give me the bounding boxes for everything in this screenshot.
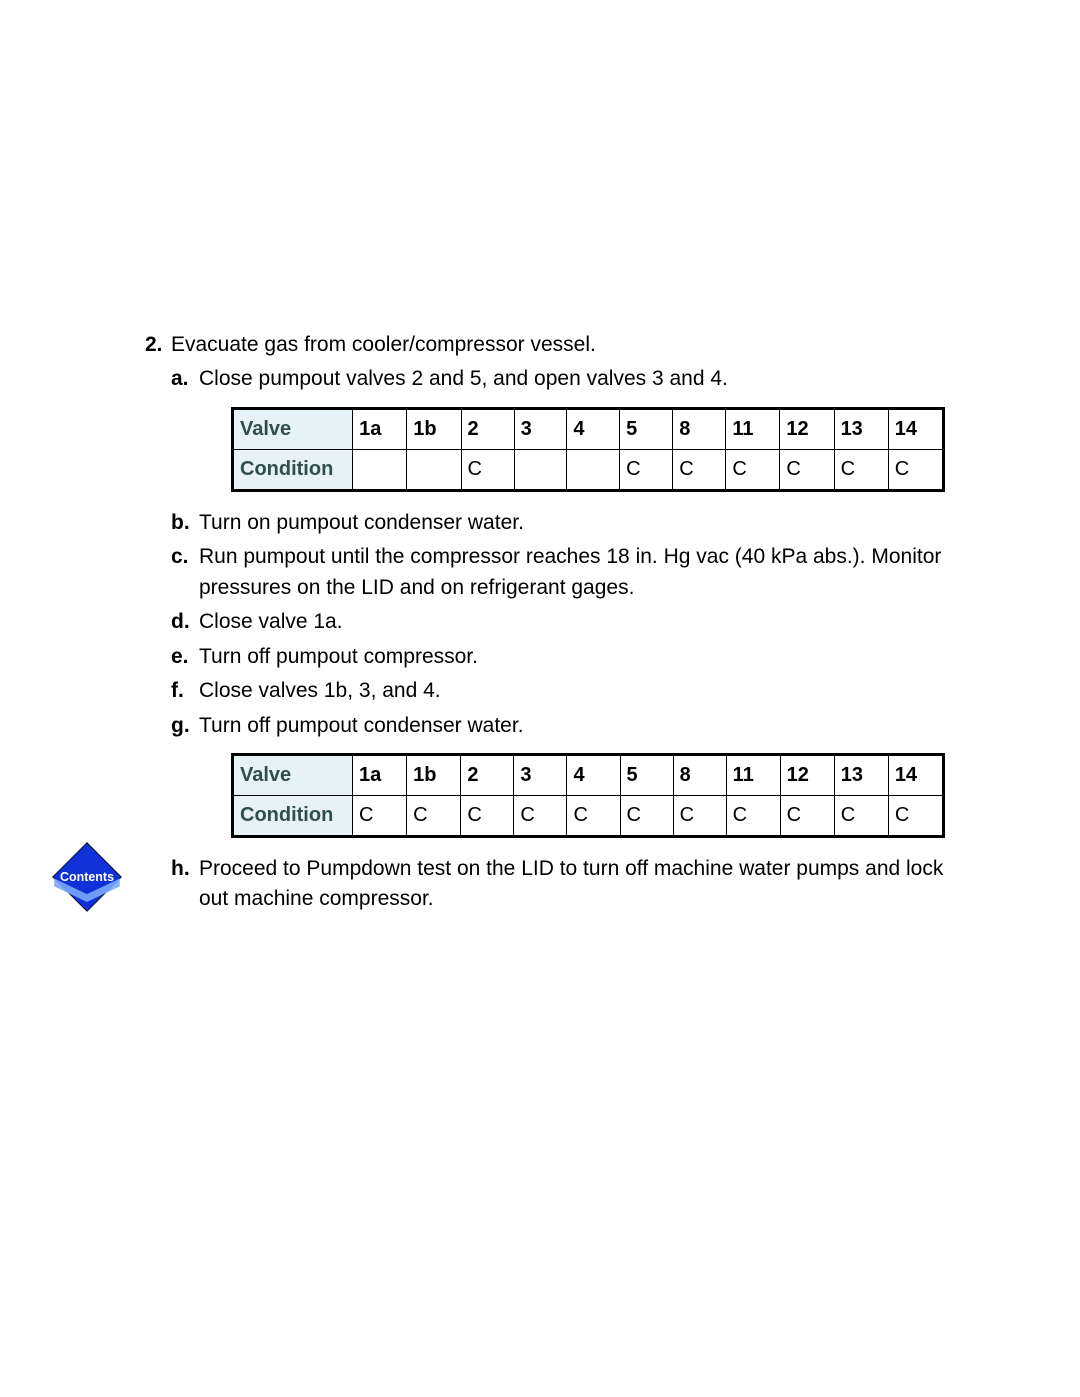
cell: C	[620, 449, 673, 490]
item-marker: f.	[171, 676, 199, 706]
cell: C	[461, 795, 514, 836]
item-text: Run pumpout until the compressor reaches…	[199, 542, 945, 603]
cell	[407, 449, 461, 490]
item-f: f. Close valves 1b, 3, and 4.	[171, 676, 945, 706]
item-text: Turn on pumpout condenser water.	[199, 508, 945, 538]
col-header: 14	[888, 754, 943, 795]
valve-table-2: Valve 1a 1b 2 3 4 5 8 11 12 13 14 Condit…	[231, 753, 945, 838]
item-b: b. Turn on pumpout condenser water.	[171, 508, 945, 538]
col-header: 8	[673, 408, 726, 449]
cell: C	[888, 449, 943, 490]
item-g: g. Turn off pumpout condenser water.	[171, 711, 945, 741]
item-marker: g.	[171, 711, 199, 741]
item-marker: b.	[171, 508, 199, 538]
cell: C	[834, 795, 888, 836]
cell: C	[834, 449, 888, 490]
col-header: 13	[834, 408, 888, 449]
item-h: h. Proceed to Pumpdown test on the LID t…	[171, 854, 945, 915]
item-text: Proceed to Pumpdown test on the LID to t…	[199, 854, 945, 915]
col-header: 5	[620, 754, 673, 795]
item-d: d. Close valve 1a.	[171, 607, 945, 637]
row-header: Condition	[233, 449, 353, 490]
item-text: Turn off pumpout condenser water.	[199, 711, 945, 741]
col-header: 1b	[407, 408, 461, 449]
cell: C	[673, 795, 726, 836]
cell: C	[353, 795, 407, 836]
cell	[353, 449, 407, 490]
cell: C	[780, 795, 834, 836]
col-header: 11	[726, 754, 780, 795]
document-body: 2. Evacuate gas from cooler/compressor v…	[145, 330, 945, 919]
col-header: 1a	[353, 408, 407, 449]
cell: C	[567, 795, 620, 836]
table-row: Condition C C C C C C C	[233, 449, 944, 490]
table-row: Valve 1a 1b 2 3 4 5 8 11 12 13 14	[233, 408, 944, 449]
col-header: 5	[620, 408, 673, 449]
contents-icon-label: Contents	[60, 870, 114, 884]
table-row: Condition C C C C C C C C C C C	[233, 795, 944, 836]
item-marker: d.	[171, 607, 199, 637]
item-c: c. Run pumpout until the compressor reac…	[171, 542, 945, 603]
item-text: Close pumpout valves 2 and 5, and open v…	[199, 364, 945, 394]
col-header: 2	[461, 754, 514, 795]
row-header: Condition	[233, 795, 353, 836]
step-2: 2. Evacuate gas from cooler/compressor v…	[145, 330, 945, 360]
item-marker: e.	[171, 642, 199, 672]
col-header: 12	[780, 754, 834, 795]
cell	[514, 449, 567, 490]
cell: C	[673, 449, 726, 490]
col-header: 1b	[407, 754, 461, 795]
table-row: Valve 1a 1b 2 3 4 5 8 11 12 13 14	[233, 754, 944, 795]
step-number: 2.	[145, 330, 171, 360]
item-text: Close valve 1a.	[199, 607, 945, 637]
col-header: 4	[567, 754, 620, 795]
col-header: 12	[780, 408, 834, 449]
item-e: e. Turn off pumpout compressor.	[171, 642, 945, 672]
contents-icon[interactable]: Contents	[48, 838, 126, 916]
cell: C	[780, 449, 834, 490]
item-text: Turn off pumpout compressor.	[199, 642, 945, 672]
item-text: Close valves 1b, 3, and 4.	[199, 676, 945, 706]
cell: C	[514, 795, 567, 836]
item-marker: h.	[171, 854, 199, 915]
col-header: 1a	[353, 754, 407, 795]
col-header: 2	[461, 408, 514, 449]
col-header: 3	[514, 754, 567, 795]
col-header: 3	[514, 408, 567, 449]
col-header: 14	[888, 408, 943, 449]
cell: C	[407, 795, 461, 836]
col-header: 4	[567, 408, 620, 449]
step-text: Evacuate gas from cooler/compressor vess…	[171, 330, 596, 360]
row-header: Valve	[233, 408, 353, 449]
cell: C	[726, 449, 780, 490]
item-marker: c.	[171, 542, 199, 603]
cell: C	[620, 795, 673, 836]
col-header: 11	[726, 408, 780, 449]
valve-table-1: Valve 1a 1b 2 3 4 5 8 11 12 13 14 Condit…	[231, 407, 945, 492]
cell	[567, 449, 620, 490]
col-header: 8	[673, 754, 726, 795]
page: Contents 2. Evacuate gas from cooler/com…	[0, 0, 1080, 1397]
cell: C	[461, 449, 514, 490]
item-marker: a.	[171, 364, 199, 394]
row-header: Valve	[233, 754, 353, 795]
item-a: a. Close pumpout valves 2 and 5, and ope…	[171, 364, 945, 394]
col-header: 13	[834, 754, 888, 795]
cell: C	[726, 795, 780, 836]
cell: C	[888, 795, 943, 836]
